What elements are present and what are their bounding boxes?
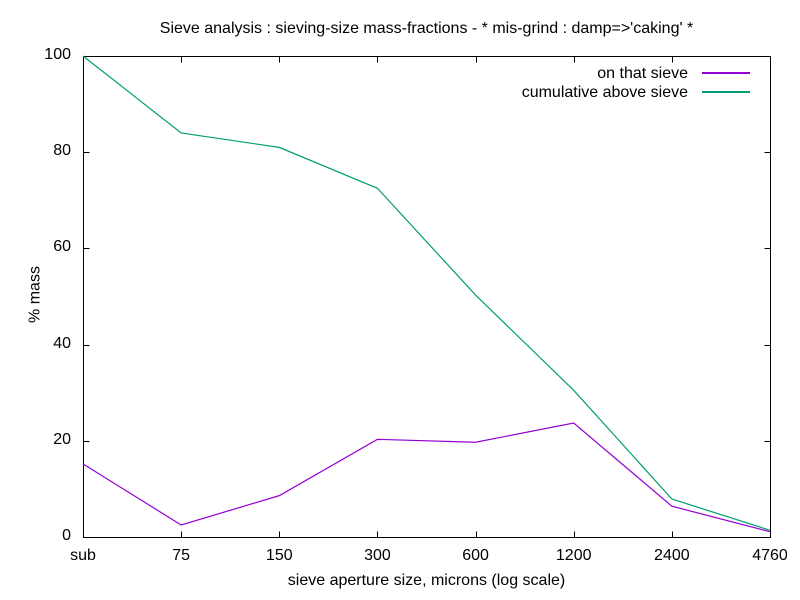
x-axis-label: sieve aperture size, microns (log scale) [287,572,566,589]
x-tick-label: sub [70,547,96,564]
x-tick-label: 4760 [752,547,788,564]
x-tick-label: 150 [265,547,293,564]
series-line-on-that-sieve [82,422,771,533]
x-tick-label: 600 [462,547,489,564]
plot-border [83,56,771,538]
y-tick-label: 80 [53,142,71,160]
legend-line-sample [702,91,750,93]
y-tick-label: 60 [53,238,71,256]
x-tick-label: 75 [172,547,191,564]
x-tick-label: 2400 [654,547,690,564]
y-tick-label: 0 [62,527,71,544]
y-tick-label: 40 [53,334,71,352]
legend-label: cumulative above sieve [521,83,688,101]
x-tick-label: 300 [364,547,391,564]
series-line-cumulative-above-sieve [82,55,771,531]
chart-title: Sieve analysis : sieving-size mass-fract… [159,20,694,37]
legend-item: cumulative above sieve [522,82,750,102]
y-tick-label: 20 [53,430,71,448]
x-tick-label: 1200 [555,547,592,564]
y-tick-label: 100 [44,46,71,63]
legend-line-sample [702,72,750,74]
legend-label: on that sieve [597,64,688,82]
legend-item: on that sieve [597,63,750,83]
